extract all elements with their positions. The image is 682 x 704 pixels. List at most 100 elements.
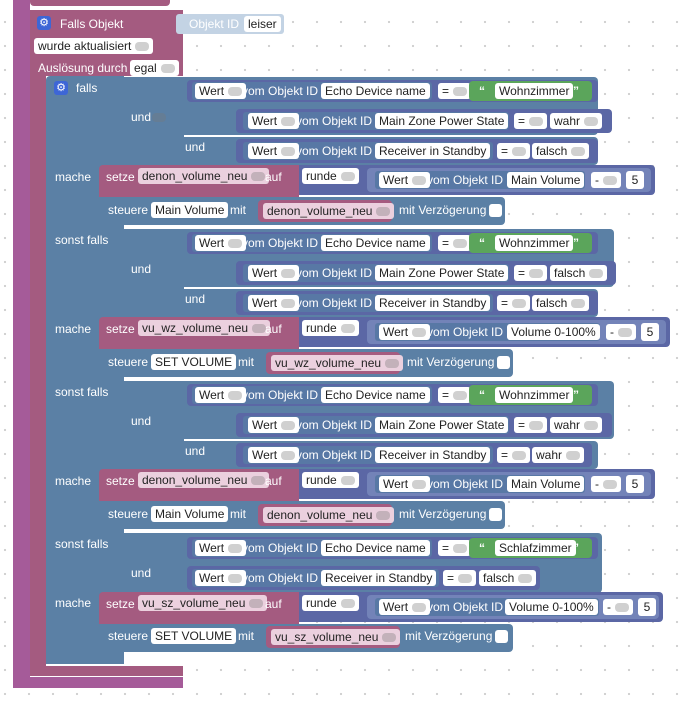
- wert-dropdown-1-3[interactable]: Wert: [248, 143, 300, 159]
- bool-dropdown-4-2[interactable]: falsch: [479, 570, 537, 586]
- set-var-dropdown-2[interactable]: vu_wz_volume_neu: [138, 320, 271, 336]
- minus-dropdown-4[interactable]: -: [603, 599, 633, 615]
- und-dropdown-1a[interactable]: und: [128, 109, 166, 125]
- number-input-3[interactable]: 5: [626, 475, 644, 493]
- operator-dropdown-4-1[interactable]: =: [438, 540, 472, 556]
- number-input-4[interactable]: 5: [638, 598, 656, 616]
- wert-dropdown-2-3[interactable]: Wert: [248, 295, 300, 311]
- operator-dropdown-1-3[interactable]: =: [497, 143, 531, 159]
- operator-value: =: [442, 236, 450, 250]
- wert-dropdown-3-1[interactable]: Wert: [195, 387, 247, 403]
- delay-checkbox-1[interactable]: [489, 204, 502, 217]
- and-block-2a[interactable]: [124, 229, 184, 317]
- object-id-value[interactable]: leiser: [244, 16, 281, 32]
- round-dropdown-4[interactable]: runde: [302, 595, 359, 611]
- ctrl-var-dropdown-1[interactable]: denon_volume_neu: [263, 203, 395, 219]
- wert-dropdown-2-4[interactable]: Wert: [379, 324, 431, 340]
- object-chip-3-1[interactable]: Echo Device name: [321, 387, 430, 403]
- minus-dropdown-3[interactable]: -: [591, 476, 621, 492]
- operator-dropdown-4-2[interactable]: =: [443, 570, 477, 586]
- set-var-dropdown-1[interactable]: denon_volume_neu: [138, 168, 270, 184]
- object-chip-2-2[interactable]: Main Zone Power State: [375, 265, 509, 281]
- auf-label-3: auf: [265, 474, 282, 488]
- number-input-2[interactable]: 5: [641, 323, 659, 341]
- object-chip-3-2[interactable]: Main Zone Power State: [375, 417, 509, 433]
- set-var-dropdown-3[interactable]: denon_volume_neu: [138, 472, 270, 488]
- operator-dropdown-3-1[interactable]: =: [438, 387, 472, 403]
- event-type-dropdown[interactable]: wurde aktualisiert: [34, 38, 154, 54]
- wert-dropdown-4-1[interactable]: Wert: [195, 540, 247, 556]
- text-value-1-1[interactable]: Wohnzimmer: [495, 83, 574, 99]
- object-chip-1-4[interactable]: Main Volume: [507, 172, 585, 188]
- wert-dropdown-3-2[interactable]: Wert: [248, 417, 300, 433]
- minus-dropdown-2[interactable]: -: [606, 324, 636, 340]
- control-object-2[interactable]: SET VOLUME: [151, 354, 237, 370]
- object-chip-4-3[interactable]: Volume 0-100%: [505, 599, 598, 615]
- text-value-2-1[interactable]: Wohnzimmer: [495, 235, 574, 251]
- object-chip-3-3[interactable]: Receiver in Standby: [375, 447, 491, 463]
- wert-dropdown-3-3[interactable]: Wert: [248, 447, 300, 463]
- object-chip-1-1[interactable]: Echo Device name: [321, 83, 430, 99]
- and-block-3a[interactable]: [124, 381, 184, 469]
- object-chip-2-1[interactable]: Echo Device name: [321, 235, 430, 251]
- vom-objekt-label-3-3: vom Objekt ID: [296, 448, 373, 462]
- delay-checkbox-3[interactable]: [489, 508, 502, 521]
- trigger-gear-icon[interactable]: ⚙: [37, 16, 51, 30]
- ctrl-var-dropdown-2[interactable]: vu_wz_volume_neu: [271, 355, 404, 371]
- round-dropdown-2[interactable]: runde: [302, 320, 359, 336]
- round-dropdown-1[interactable]: runde: [302, 168, 359, 184]
- wert-dropdown-1-2[interactable]: Wert: [248, 113, 300, 129]
- wert-dropdown-2-2[interactable]: Wert: [248, 265, 300, 281]
- ctrl-var-value: vu_sz_volume_neu: [275, 630, 379, 644]
- text-value-4-1[interactable]: Schlafzimmer: [495, 540, 576, 556]
- bool-dropdown-3-2[interactable]: wahr: [550, 417, 603, 433]
- wert-dropdown-1-1[interactable]: Wert: [195, 83, 247, 99]
- delay-checkbox-2[interactable]: [497, 356, 510, 369]
- set-var-value: denon_volume_neu: [142, 473, 248, 487]
- bool-dropdown-2-3[interactable]: falsch: [532, 295, 590, 311]
- wert-dropdown-4-2[interactable]: Wert: [195, 570, 247, 586]
- object-chip-4-2[interactable]: Receiver in Standby: [321, 570, 437, 586]
- object-chip-2-3[interactable]: Receiver in Standby: [375, 295, 491, 311]
- operator-dropdown-2-3[interactable]: =: [497, 295, 531, 311]
- set-var-value: vu_wz_volume_neu: [142, 321, 249, 335]
- minus-dropdown-1[interactable]: -: [591, 172, 621, 188]
- ctrl-var-dropdown-4[interactable]: vu_sz_volume_neu: [271, 629, 401, 645]
- if-gear-icon[interactable]: ⚙: [54, 81, 68, 95]
- and-block-4[interactable]: [124, 533, 184, 593]
- wert-dropdown-3-4[interactable]: Wert: [379, 476, 431, 492]
- bool-dropdown-3-3[interactable]: wahr: [532, 447, 585, 463]
- object-chip-1-2[interactable]: Main Zone Power State: [375, 113, 509, 129]
- wert-dropdown-1-4[interactable]: Wert: [379, 172, 431, 188]
- round-dropdown-3[interactable]: runde: [302, 472, 359, 488]
- set-var-value: denon_volume_neu: [142, 169, 248, 183]
- trigger-by-dropdown[interactable]: egal: [130, 60, 179, 76]
- text-value-3-1[interactable]: Wohnzimmer: [495, 387, 574, 403]
- bool-value: falsch: [483, 571, 515, 585]
- bool-dropdown-1-3[interactable]: falsch: [532, 143, 590, 159]
- number-input-1[interactable]: 5: [626, 171, 644, 189]
- operator-dropdown-2-2[interactable]: =: [514, 265, 548, 281]
- operator-dropdown-1-2[interactable]: =: [514, 113, 548, 129]
- ctrl-var-dropdown-3[interactable]: denon_volume_neu: [263, 507, 395, 523]
- control-object-3[interactable]: Main Volume: [151, 506, 229, 522]
- operator-dropdown-2-1[interactable]: =: [438, 235, 472, 251]
- object-chip-4-1[interactable]: Echo Device name: [321, 540, 430, 556]
- delay-checkbox-4[interactable]: [495, 630, 508, 643]
- control-object-4[interactable]: SET VOLUME: [151, 628, 237, 644]
- operator-dropdown-1-1[interactable]: =: [438, 83, 472, 99]
- set-var-dropdown-4[interactable]: vu_sz_volume_neu: [138, 595, 268, 611]
- operator-value: =: [442, 388, 450, 402]
- object-chip-2-4[interactable]: Volume 0-100%: [507, 324, 600, 340]
- object-chip-3-4[interactable]: Main Volume: [507, 476, 585, 492]
- wert-dropdown-4-3[interactable]: Wert: [379, 599, 431, 615]
- wert-dropdown-2-1[interactable]: Wert: [195, 235, 247, 251]
- operator-dropdown-3-2[interactable]: =: [514, 417, 548, 433]
- bool-dropdown-2-2[interactable]: falsch: [550, 265, 608, 281]
- wert-value: Wert: [252, 448, 278, 462]
- operator-dropdown-3-3[interactable]: =: [497, 447, 531, 463]
- control-object-1[interactable]: Main Volume: [151, 202, 229, 218]
- object-chip-1-3[interactable]: Receiver in Standby: [375, 143, 491, 159]
- bool-dropdown-1-2[interactable]: wahr: [550, 113, 603, 129]
- vom-objekt-label-3-2: vom Objekt ID: [296, 418, 373, 432]
